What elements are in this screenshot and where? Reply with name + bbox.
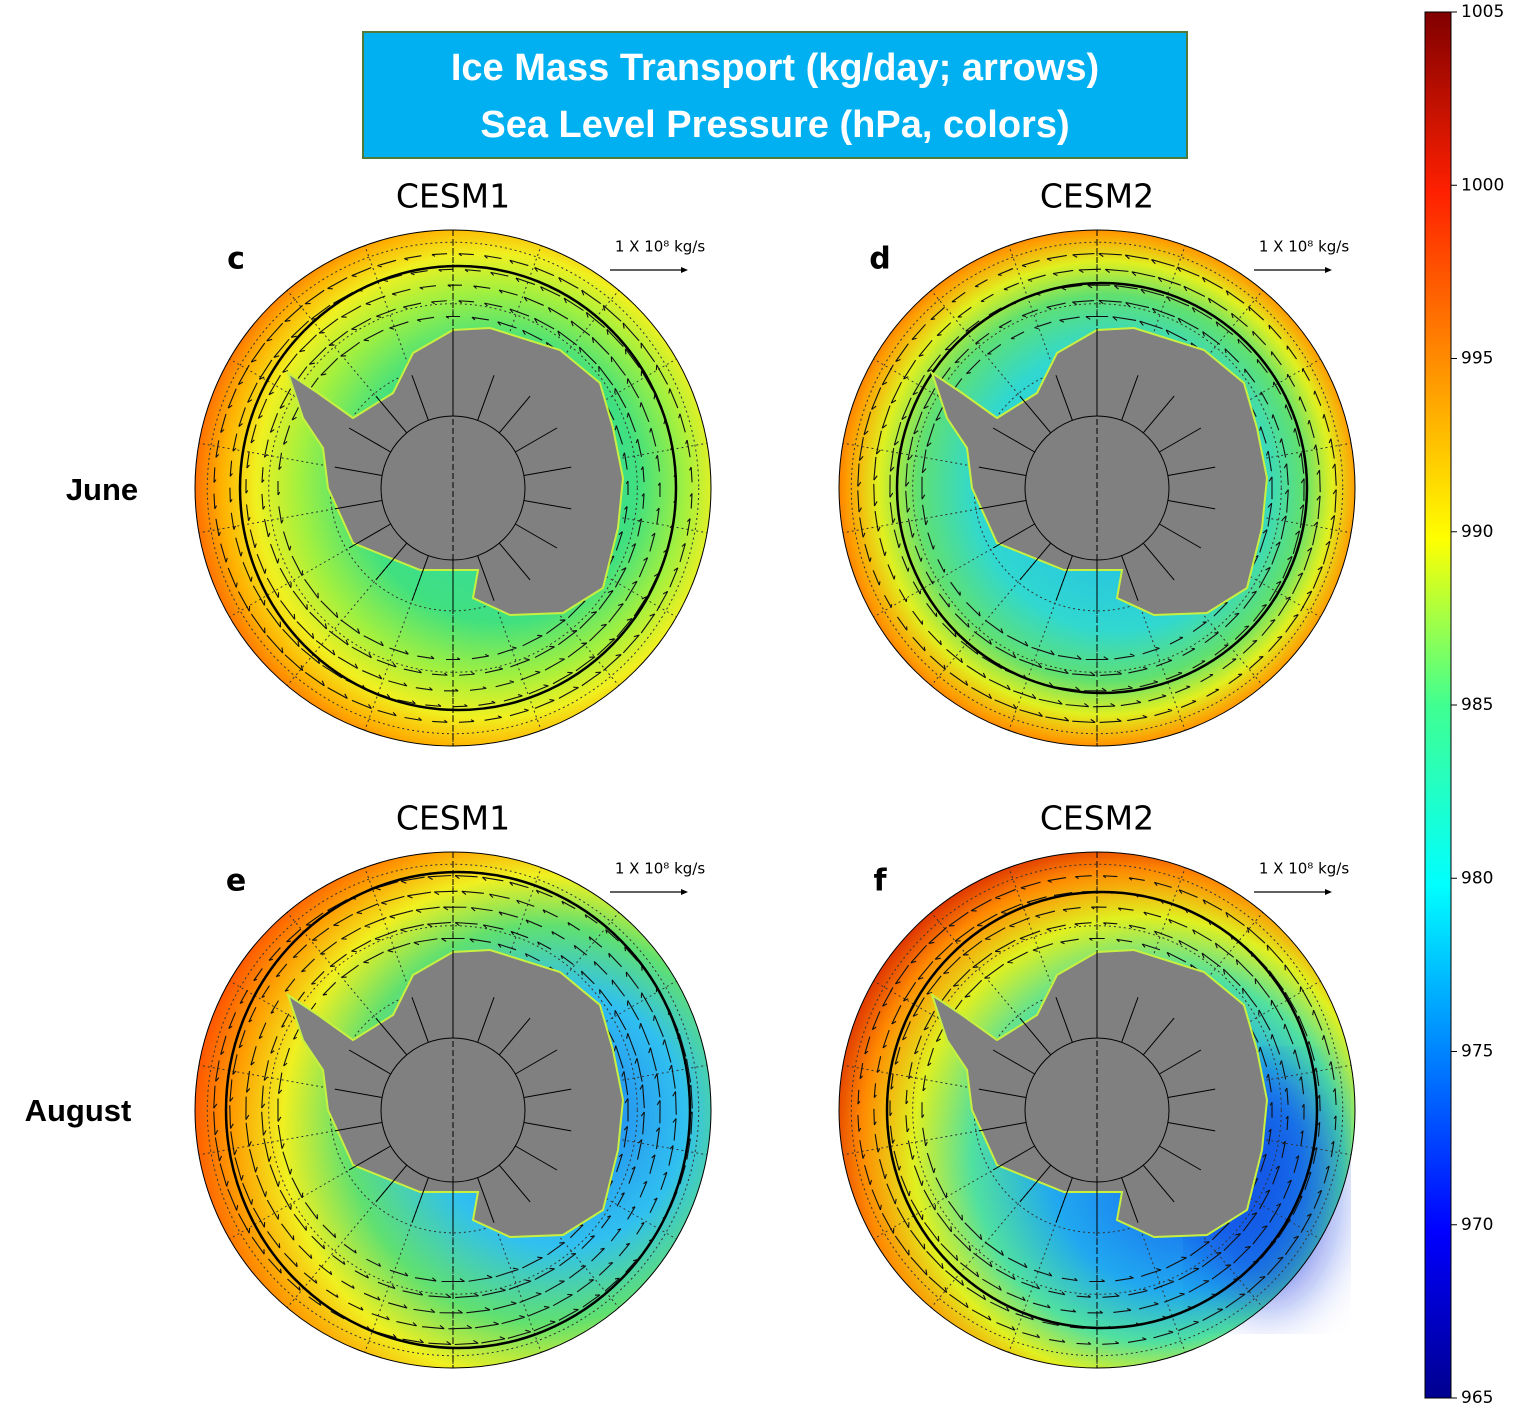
colorbar-tick-label: 970 xyxy=(1461,1215,1493,1235)
scale-label: 1 X 10⁸ kg/s xyxy=(1259,860,1349,878)
map-panel xyxy=(195,230,711,746)
colorbar-tick-label: 1000 xyxy=(1461,175,1504,195)
map-panel xyxy=(195,852,711,1368)
scale-label: 1 X 10⁸ kg/s xyxy=(1259,238,1349,256)
colorbar-tick-label: 985 xyxy=(1461,695,1493,715)
colorbar-tick-label: 995 xyxy=(1461,349,1493,369)
colorbar-tick-label: 975 xyxy=(1461,1042,1493,1062)
panel-title: CESM2 xyxy=(1040,799,1154,838)
map-panel xyxy=(839,852,1355,1368)
panel-letter: d xyxy=(869,242,890,277)
panels xyxy=(195,230,1355,1368)
panel-title: CESM1 xyxy=(396,177,510,216)
panel-letter: c xyxy=(227,242,245,277)
colorbar-tick-label: 990 xyxy=(1461,522,1493,542)
colorbar-tick-label: 965 xyxy=(1461,1388,1493,1408)
panel-letter: e xyxy=(226,864,246,899)
figure: Ice Mass Transport (kg/day; arrows) Sea … xyxy=(0,0,1529,1411)
colorbar xyxy=(1425,12,1451,1398)
scale-label: 1 X 10⁸ kg/s xyxy=(615,860,705,878)
title-line: Sea Level Pressure (hPa, colors) xyxy=(480,104,1069,146)
panel-letter: f xyxy=(873,864,887,899)
scale-arrow-head xyxy=(681,267,688,273)
colorbar-tick-label: 1005 xyxy=(1461,2,1504,22)
panel-title: CESM2 xyxy=(1040,177,1154,216)
title-line: Ice Mass Transport (kg/day; arrows) xyxy=(451,47,1099,89)
scale-arrow-head xyxy=(1325,889,1332,895)
scale-arrow-head xyxy=(1325,267,1332,273)
panel-title: CESM1 xyxy=(396,799,510,838)
colorbar-tick-label: 980 xyxy=(1461,868,1493,888)
row-label: June xyxy=(66,472,138,507)
scale-label: 1 X 10⁸ kg/s xyxy=(615,238,705,256)
row-label: August xyxy=(25,1093,132,1128)
map-panel xyxy=(839,230,1355,746)
scale-arrow-head xyxy=(681,889,688,895)
